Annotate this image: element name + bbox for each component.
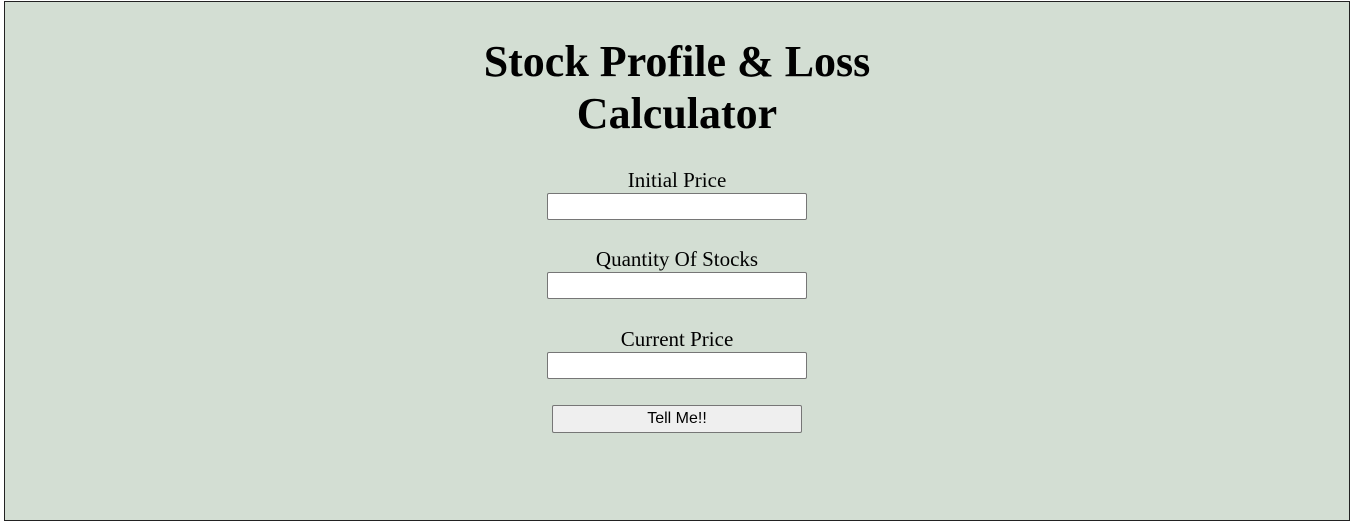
quantity-input[interactable] bbox=[547, 272, 807, 299]
current-price-label: Current Price bbox=[620, 327, 734, 351]
page-title: Stock Profile & Loss Calculator bbox=[5, 36, 1349, 140]
initial-price-label: Initial Price bbox=[627, 168, 727, 192]
page-container: Stock Profile & Loss Calculator Initial … bbox=[4, 1, 1350, 521]
quantity-label: Quantity Of Stocks bbox=[595, 247, 759, 271]
tell-me-button[interactable]: Tell Me!! bbox=[552, 405, 802, 433]
page-title-line-1: Stock Profile & Loss bbox=[483, 37, 871, 86]
initial-price-input[interactable] bbox=[547, 193, 807, 220]
page-title-line-2: Calculator bbox=[576, 89, 778, 138]
current-price-input[interactable] bbox=[547, 352, 807, 379]
